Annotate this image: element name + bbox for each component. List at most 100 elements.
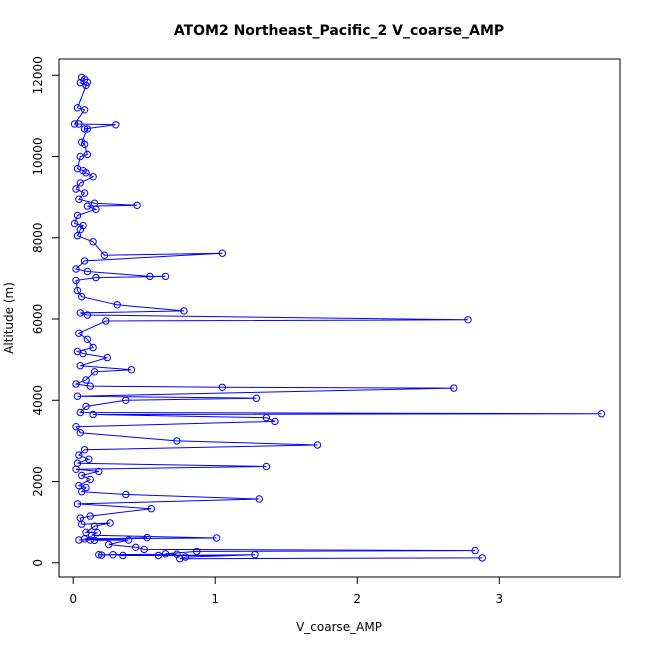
y-tick-label: 2000 [31, 466, 45, 497]
data-point [76, 408, 85, 417]
data-point [82, 376, 90, 384]
data-point [597, 410, 606, 418]
data-point [122, 396, 130, 404]
data-point [313, 441, 322, 449]
data-point [450, 384, 458, 392]
data-point [132, 543, 140, 551]
data-point [133, 201, 141, 210]
y-axis-label: Altitude (m) [2, 282, 16, 354]
data-point [262, 462, 271, 471]
data-point [83, 311, 92, 319]
data-point [86, 475, 94, 484]
data-point [83, 267, 92, 276]
data-point [86, 382, 94, 390]
data-point [100, 251, 109, 259]
data-point [73, 286, 82, 295]
data-point [83, 78, 92, 86]
data-point [271, 417, 279, 426]
data-point [140, 545, 148, 554]
data-point [255, 495, 263, 503]
data-point [72, 276, 80, 285]
data-point [75, 120, 83, 128]
data-point [464, 316, 472, 324]
data-point [105, 540, 113, 549]
data-point [73, 232, 82, 240]
data-point [89, 238, 97, 246]
data-point [82, 483, 90, 492]
data-point [127, 366, 136, 374]
x-axis-label: V_coarse_AMP [296, 620, 382, 634]
data-point [102, 317, 110, 325]
data-point [78, 471, 86, 480]
data-point [85, 455, 93, 463]
data-point [95, 551, 103, 559]
data-point [161, 272, 170, 281]
data-point [82, 402, 90, 411]
data-point [75, 536, 83, 544]
data-point [471, 546, 479, 555]
y-tick-label: 6000 [31, 304, 45, 335]
data-point [73, 104, 82, 112]
data-point [83, 150, 92, 159]
chart-title: ATOM2 Northeast_Pacific_2 V_coarse_AMP [174, 23, 504, 39]
data-point [78, 488, 86, 496]
data-point [146, 272, 154, 281]
data-point [173, 437, 181, 445]
data-point [113, 301, 121, 309]
data-point [109, 551, 117, 559]
data-point [83, 125, 92, 133]
data-point [106, 519, 114, 527]
x-tick-label: 2 [353, 592, 361, 606]
data-point [83, 202, 92, 210]
data-point [72, 265, 80, 273]
data-point [72, 380, 80, 388]
x-tick-label: 0 [69, 592, 77, 606]
data-point [251, 551, 259, 559]
data-point [161, 550, 170, 558]
data-point [89, 173, 97, 181]
y-tick-label: 12000 [31, 56, 45, 94]
data-point [218, 383, 227, 391]
data-point [75, 329, 83, 337]
data-point [89, 410, 97, 419]
data-point [262, 414, 271, 422]
data-point [76, 225, 85, 234]
data-point [97, 551, 106, 559]
data-point [80, 189, 89, 197]
data-point [80, 140, 89, 149]
data-point [212, 534, 221, 542]
data-point [119, 551, 127, 560]
series-line [73, 76, 602, 560]
data-point [89, 343, 97, 352]
y-tick-label: 10000 [31, 137, 45, 175]
y-tick-label: 0 [31, 559, 45, 567]
data-point [143, 533, 151, 542]
data-point [75, 451, 83, 459]
data-point [86, 512, 94, 520]
data-point [252, 394, 261, 402]
data-point [95, 467, 103, 476]
data-point [180, 307, 188, 315]
data-point [92, 205, 100, 214]
data-point [75, 481, 83, 490]
data-point [83, 335, 92, 343]
data-point [73, 500, 82, 508]
data-point [218, 249, 227, 257]
data-point [122, 490, 130, 499]
data-point [73, 211, 82, 220]
data-point [80, 106, 89, 114]
data-point [154, 551, 163, 560]
x-axis: 0 1 2 3 [69, 576, 503, 606]
data-point [76, 362, 85, 370]
data-point [76, 152, 85, 161]
data-point [193, 547, 201, 556]
data-point [70, 219, 79, 228]
data-point [176, 555, 184, 563]
data-point [76, 78, 85, 87]
data-point [72, 423, 80, 431]
x-tick-label: 1 [211, 592, 219, 606]
data-point [124, 536, 133, 544]
data-point [78, 293, 86, 301]
data-point [80, 535, 89, 543]
